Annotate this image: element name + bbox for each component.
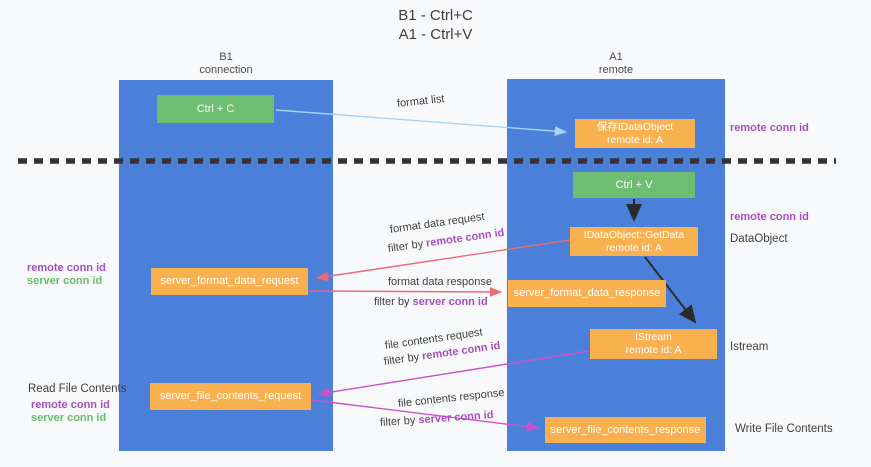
- istream-line1: IStream: [635, 331, 672, 343]
- dataobject-label: DataObject: [730, 233, 788, 245]
- left-remote-conn-id-top-label: remote conn id: [27, 262, 106, 274]
- format-data-request-arrow: [315, 239, 571, 282]
- ctrl-v-label: Ctrl + V: [615, 179, 653, 191]
- ctrl-c-box: Ctrl + C: [157, 95, 274, 123]
- lane-a1-subtitle: remote: [598, 64, 634, 76]
- left-server-conn-id-top-label: server conn id: [27, 275, 103, 287]
- istream-side-label: Istream: [730, 341, 769, 353]
- format-data-response-arrow: [308, 287, 503, 297]
- server-file-contents-response-box: server_file_contents_response: [545, 417, 706, 443]
- server-conn-id-text: server conn id: [412, 296, 488, 308]
- server-file-contents-request-box: server_file_contents_request: [150, 383, 311, 410]
- ctrl-c-label: Ctrl + C: [196, 103, 235, 115]
- left-server-conn-id-bottom-label: server conn id: [31, 412, 107, 424]
- ctrl-v-box: Ctrl + V: [573, 172, 695, 198]
- lane-b1-name: B1: [219, 51, 233, 63]
- getdata-line2: remote id: A: [605, 241, 663, 254]
- file-contents-response-arrow: [311, 399, 540, 432]
- format-list-arrow: [275, 109, 568, 137]
- istream-line2: remote id: A: [625, 344, 682, 356]
- server-format-data-response-label: server_format_data_response: [513, 287, 661, 299]
- file-contents-request-arrow: [317, 350, 590, 398]
- lane-header-a1: A1 remote: [507, 51, 725, 77]
- istream-box: IStream remote id: A: [590, 329, 717, 359]
- server-file-contents-request-label: server_file_contents_request: [159, 390, 302, 402]
- right-remote-conn-id-mid-label: remote conn id: [730, 211, 809, 223]
- write-file-contents-label: Write File Contents: [735, 423, 833, 435]
- format-data-response-label: format data response: [388, 276, 492, 288]
- title-line-2: A1 - Ctrl+V: [398, 26, 473, 43]
- lane-header-b1: B1 connection: [119, 51, 333, 77]
- server-format-data-request-label: server_format_data_request: [160, 275, 299, 287]
- left-remote-conn-id-bottom-label: remote conn id: [31, 399, 110, 411]
- server-format-data-request-box: server_format_data_request: [151, 268, 308, 295]
- title-line-1: B1 - Ctrl+C: [398, 7, 473, 24]
- filter-by-server-conn-id-label-1: filter by server conn id: [374, 296, 488, 308]
- diagram-title: B1 - Ctrl+C A1 - Ctrl+V: [0, 6, 871, 44]
- lane-a1-name: A1: [609, 51, 623, 63]
- getdata-line1: IDataObject::GetData: [583, 228, 685, 241]
- lane-b1-subtitle: connection: [199, 64, 253, 76]
- right-remote-conn-id-top-label: remote conn id: [730, 122, 809, 134]
- save-dataobject-line2: remote id: A: [606, 133, 664, 146]
- getdata-to-istream-arrow: [644, 256, 697, 324]
- save-dataobject-box: 保存IDataObject remote id: A: [575, 119, 695, 148]
- server-format-data-response-box: server_format_data_response: [508, 280, 666, 307]
- server-file-contents-response-label: server_file_contents_response: [550, 423, 701, 436]
- read-file-contents-label: Read File Contents: [28, 383, 127, 395]
- save-dataobject-line1: 保存IDataObject: [596, 120, 674, 133]
- filter-by-text: filter by: [374, 296, 413, 308]
- getdata-box: IDataObject::GetData remote id: A: [570, 227, 698, 256]
